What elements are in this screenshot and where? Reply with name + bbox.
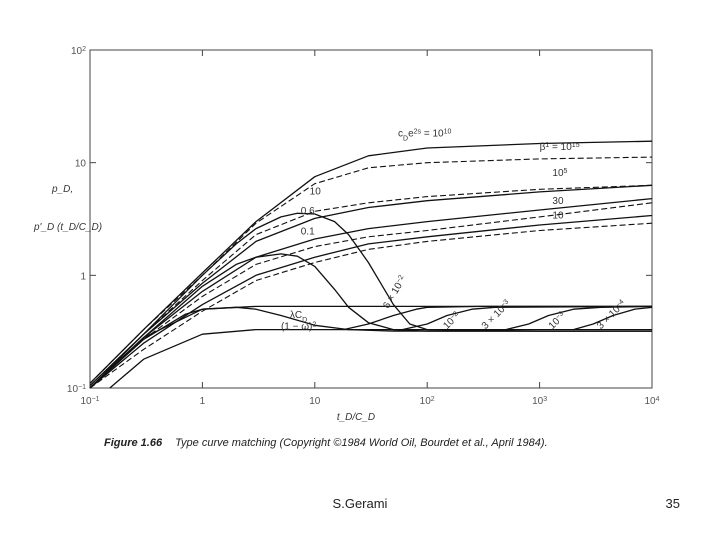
curve-annotation: λCD (290, 310, 307, 324)
curve-annotation: 3 × 10−3 (479, 298, 513, 332)
series-line-15 (402, 305, 653, 331)
curve-annotation: 0.1 (301, 227, 315, 238)
x-tick-label: 10 (309, 396, 321, 407)
figure-caption-text: Type curve matching (Copyright ©1984 Wor… (175, 437, 548, 449)
figure-caption: Figure 1.66 Type curve matching (Copyrig… (104, 437, 664, 449)
x-tick-label: 104 (644, 396, 659, 408)
curve-annotation: 105 (552, 168, 567, 180)
series-line-4 (89, 184, 653, 386)
curve-annotation: 10 (552, 210, 564, 221)
series-line-16 (505, 305, 653, 331)
series-line-3 (89, 184, 653, 387)
y-tick-label: 102 (71, 46, 86, 58)
y-tick-label: 10 (75, 159, 87, 170)
x-tick-label: 103 (532, 396, 547, 408)
x-axis-label: t_D/C_D (337, 412, 375, 423)
curve-annotation: 3 × 10−4 (595, 298, 629, 332)
page-number: 35 (665, 496, 680, 511)
series-line-2 (89, 156, 653, 384)
y-axis-label-top: p_D, (51, 184, 73, 195)
series-line-5 (89, 197, 653, 389)
series-line-13 (89, 305, 652, 389)
curve-annotation: 10 (310, 187, 322, 198)
footer-author: S.Gerami (332, 496, 388, 511)
series-line-9 (89, 212, 652, 389)
series-line-7 (89, 214, 653, 389)
series-line-1 (89, 140, 653, 384)
curve-annotation: 10−3 (546, 310, 568, 332)
y-tick-label: 10−1 (67, 384, 86, 396)
curve-annotation: β1 = 1015 (540, 141, 580, 153)
figure-label: Figure 1.66 (104, 437, 163, 449)
curve-annotation: (1 − ω)2 (281, 321, 316, 333)
x-tick-label: 102 (420, 396, 435, 408)
chart: 10−1 1 10 102 103 104 10−1 1 10 102 t_D/C_D p_D, p'_… (33, 46, 660, 424)
series-line-8 (89, 222, 653, 389)
series-line-12 (109, 328, 652, 389)
plot-frame (89, 49, 653, 389)
curve-annotation: 30 (552, 196, 564, 207)
series-line-6 (89, 202, 653, 389)
y-tick-label: 1 (80, 271, 86, 282)
curve-annotation: 6 × 10−2 (381, 274, 409, 311)
x-tick-label: 10−1 (80, 396, 99, 408)
curve-annotation: cDe2s = 1010 (398, 128, 451, 142)
y-axis-label-bottom: p'_D (t_D/C_D) (33, 222, 102, 233)
series-line-14 (343, 305, 652, 331)
series-line-11 (89, 306, 652, 389)
curve-annotation: 10−2 (441, 310, 463, 332)
curve-annotation: 0.6 (301, 206, 315, 217)
series-line-17 (573, 306, 653, 331)
x-tick-label: 1 (200, 396, 206, 407)
